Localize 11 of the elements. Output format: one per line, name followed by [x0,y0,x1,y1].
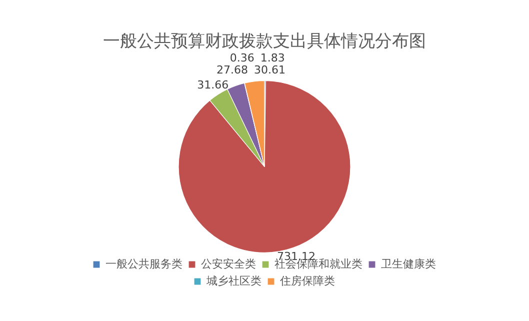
legend-label: 住房保障类 [280,274,335,288]
data-label: 27.68 [216,64,248,77]
data-label: 1.83 [260,52,285,65]
legend-label: 卫生健康类 [381,257,436,270]
legend-label: 城乡社区类 [206,274,262,288]
legend-label: 公安安全类 [201,257,256,270]
data-label: 31.66 [197,78,229,92]
data-label: 0.36 [230,52,254,65]
data-label: 30.61 [254,64,286,77]
legend-label: 一般公共服务类 [106,257,182,270]
chart-title: 一般公共预算财政拨款支出具体情况分布图 [103,32,426,52]
